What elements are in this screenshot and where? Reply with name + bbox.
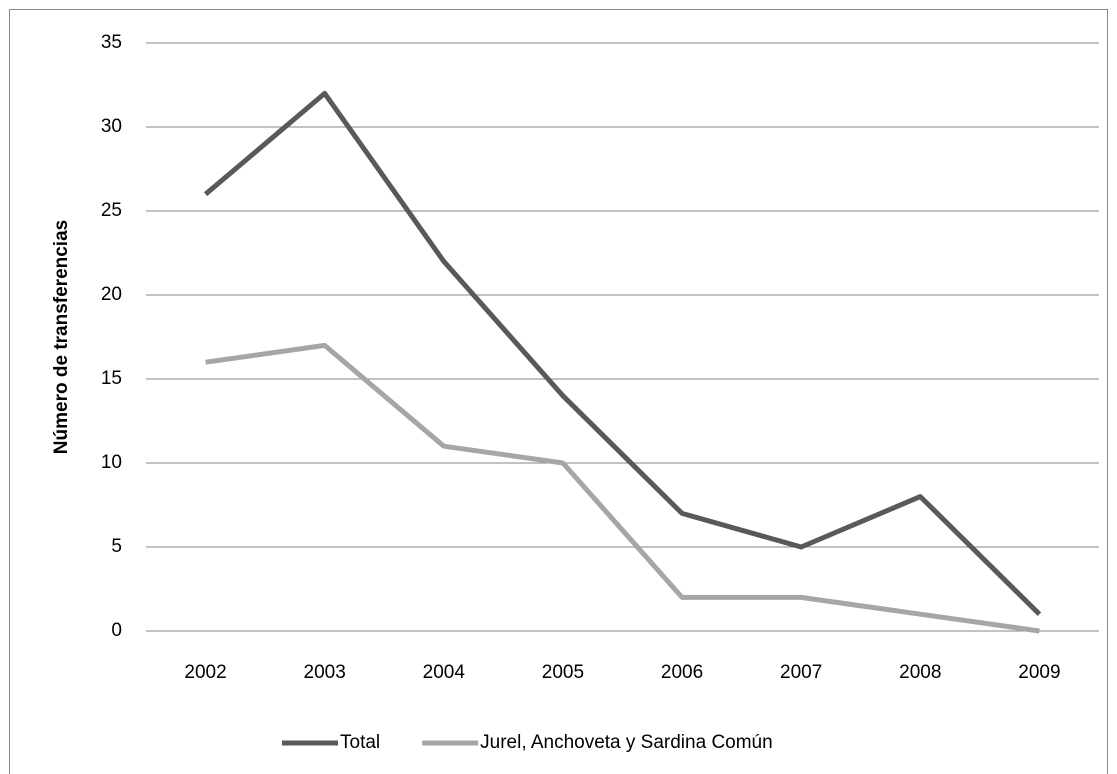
legend-label: Jurel, Anchoveta y Sardina Común bbox=[480, 732, 773, 753]
y-tick-label: 10 bbox=[101, 452, 122, 473]
series-line bbox=[203, 90, 1042, 616]
x-tick-label: 2008 bbox=[899, 662, 941, 683]
x-tick-label: 2002 bbox=[184, 662, 226, 683]
x-tick-label: 2005 bbox=[542, 662, 584, 683]
y-axis-title: Número de transferencias bbox=[51, 220, 72, 454]
y-tick-label: 0 bbox=[111, 620, 122, 641]
y-tick-label: 5 bbox=[111, 536, 122, 557]
y-tick-label: 15 bbox=[101, 368, 122, 389]
x-tick-label: 2003 bbox=[304, 662, 346, 683]
x-tick-label: 2004 bbox=[423, 662, 466, 683]
x-tick-label: 2006 bbox=[661, 662, 703, 683]
x-tick-label: 2007 bbox=[780, 662, 822, 683]
y-tick-label: 20 bbox=[101, 284, 122, 305]
y-tick-label: 35 bbox=[101, 32, 122, 53]
legend-label: Total bbox=[340, 732, 380, 753]
y-tick-label: 25 bbox=[101, 200, 122, 221]
x-tick-label: 2009 bbox=[1018, 662, 1060, 683]
y-tick-label: 30 bbox=[101, 116, 122, 137]
series-line bbox=[205, 342, 1040, 634]
